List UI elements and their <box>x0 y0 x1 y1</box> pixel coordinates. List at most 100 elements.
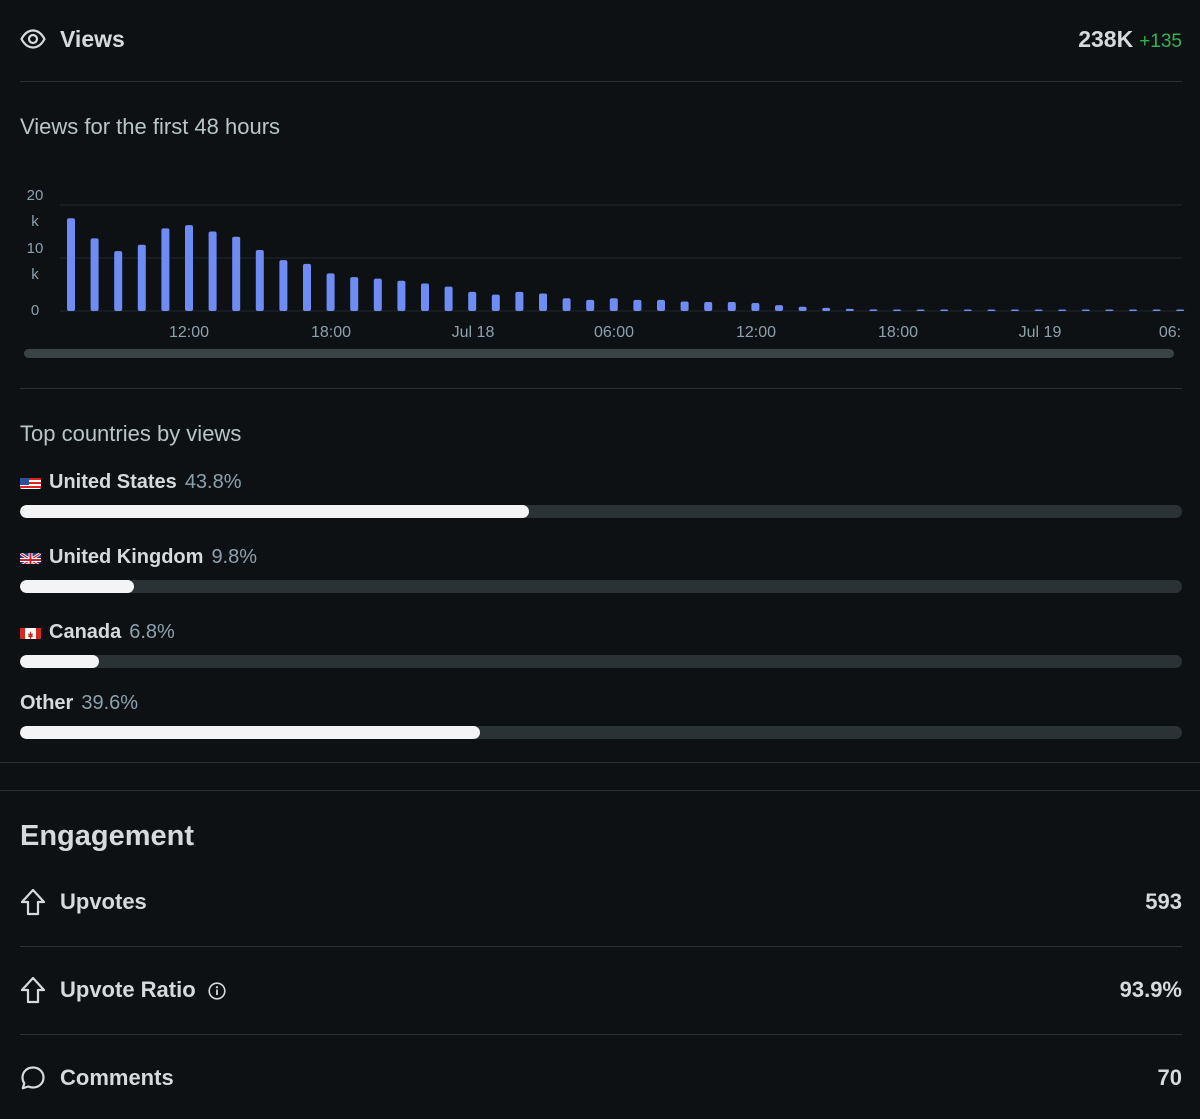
x-tick-label: 06:00 <box>594 324 634 341</box>
country-row: Canada 6.8% <box>20 620 1182 695</box>
metric-value: 93.9% <box>1119 977 1182 1002</box>
x-tick-label: Jul 19 <box>1019 324 1062 341</box>
views-value: 238K <box>1078 25 1134 52</box>
country-progress-track <box>20 726 1182 739</box>
chart-bar <box>373 278 382 311</box>
y-tick-label: 10 k <box>27 240 44 283</box>
chart-bar <box>185 225 193 311</box>
chart-bar <box>727 301 736 311</box>
chart-bar <box>1011 309 1019 311</box>
chart-bar <box>491 294 500 311</box>
chart-bar <box>775 305 783 311</box>
chart-bar <box>326 273 335 311</box>
country-progress-track <box>20 655 1182 668</box>
countries-list: United States 43.8% United Kingdom 9.8% Cana… <box>20 470 1182 766</box>
chart-bar <box>1152 309 1161 311</box>
divider <box>20 388 1182 389</box>
chart-bar <box>987 309 996 311</box>
chart-bar <box>208 231 217 311</box>
chart-bar <box>940 309 949 311</box>
country-name: Canada <box>49 620 122 643</box>
chart-bar <box>845 308 854 311</box>
upvote-arrow-icon <box>20 888 46 916</box>
x-tick-label: 06: <box>1159 324 1181 341</box>
metric-comments[interactable]: Comments 70 <box>20 1056 1182 1100</box>
country-row: United Kingdom 9.8% <box>20 545 1182 620</box>
chart-bar <box>822 307 831 311</box>
engagement-title: Engagement <box>20 820 195 852</box>
x-tick-label: 18:00 <box>878 324 918 341</box>
chart-bar <box>161 228 170 311</box>
country-percent: 9.8% <box>211 545 258 568</box>
metric-label: Upvote Ratio <box>60 977 196 1002</box>
metric-upvote-ratio[interactable]: Upvote Ratio 93.9% <box>20 968 1182 1012</box>
chart-bar <box>515 291 524 311</box>
metric-upvotes[interactable]: Upvotes 593 <box>20 880 1182 924</box>
chart-bar <box>562 298 571 311</box>
x-tick-label: 18:00 <box>311 324 351 341</box>
info-icon[interactable] <box>208 982 226 1000</box>
chart-bar <box>751 303 760 311</box>
chart-bar <box>1081 309 1090 311</box>
metric-value: 593 <box>1145 889 1182 914</box>
chart-bar <box>893 309 901 311</box>
views-total: 238K +135 <box>1078 26 1182 53</box>
country-progress-track <box>20 580 1182 593</box>
chart-bar <box>444 286 453 311</box>
eye-icon <box>20 29 46 49</box>
chart-bar <box>67 218 75 311</box>
chart-bar <box>1105 309 1114 311</box>
upvote-arrow-icon <box>20 976 46 1004</box>
views-header[interactable]: Views 238K +135 <box>20 18 1182 60</box>
views-bar-chart: 20 k 10 k 0 12:00 18:00 Jul 18 06:00 12:00 18:00 Ju… <box>24 187 1185 358</box>
x-tick-label: 12:00 <box>169 324 209 341</box>
chart-bar <box>90 238 99 311</box>
chart-bar <box>680 301 689 311</box>
country-progress-fill <box>20 655 100 668</box>
chart-bar <box>421 283 429 311</box>
chart-bar <box>397 280 406 311</box>
country-progress-fill <box>20 580 134 593</box>
chart-bar <box>704 301 713 311</box>
divider <box>0 790 1200 791</box>
country-percent: 6.8% <box>129 620 175 643</box>
comment-bubble-icon <box>20 1065 46 1091</box>
chart-bar <box>114 251 123 311</box>
x-tick-label: Jul 18 <box>452 324 495 341</box>
divider <box>20 1034 1182 1035</box>
y-tick-label: 0 <box>31 302 39 319</box>
country-progress-fill <box>20 726 481 739</box>
divider <box>0 762 1200 763</box>
chart-bar <box>137 244 146 311</box>
country-row: Other 39.6% <box>20 691 1182 766</box>
chart-bar <box>963 309 972 311</box>
chart-bar <box>633 299 642 311</box>
chart-bar <box>798 306 807 311</box>
countries-title: Top countries by views <box>20 421 242 446</box>
chart-scrollbar[interactable] <box>24 349 1174 358</box>
x-tick-label: 12:00 <box>736 324 776 341</box>
metric-label: Comments <box>60 1065 174 1090</box>
chart-bar <box>1176 309 1185 311</box>
divider <box>20 81 1182 82</box>
chart-bar <box>869 309 878 311</box>
views-label: Views <box>60 25 125 52</box>
uk-flag-icon <box>20 550 41 564</box>
chart-bar <box>468 291 477 311</box>
canada-flag-icon <box>20 625 41 639</box>
chart-title: Views for the first 48 hours <box>20 114 281 139</box>
chart-bar <box>350 277 359 311</box>
metric-value: 70 <box>1157 1065 1182 1090</box>
chart-bar <box>303 263 311 311</box>
chart-bar <box>255 250 264 311</box>
chart-bar <box>916 309 925 311</box>
country-name: United States <box>49 470 177 493</box>
chart-bar <box>539 293 547 311</box>
divider <box>20 946 1182 947</box>
chart-bar <box>1058 309 1067 311</box>
us-flag-icon <box>20 475 41 489</box>
country-name: United Kingdom <box>49 545 204 568</box>
chart-bar <box>657 299 665 311</box>
country-percent: 39.6% <box>81 691 139 714</box>
views-label-group: Views <box>20 26 125 53</box>
